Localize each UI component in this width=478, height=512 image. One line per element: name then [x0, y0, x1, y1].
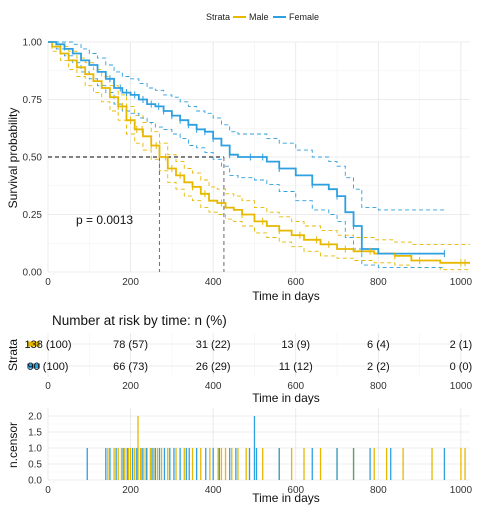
ncensor-y-tick-label: 2.0 — [28, 412, 42, 423]
risk-row-swatch-male — [27, 341, 40, 347]
risk-x-tick-label: 0 — [45, 381, 51, 392]
legend-title: Strata — [206, 12, 230, 22]
risk-cell-female: 66 (73) — [113, 361, 148, 373]
risk-cell-male: 6 (4) — [367, 339, 390, 351]
km-x-tick-label: 800 — [370, 277, 387, 288]
risk-table-title: Number at risk by time: n (%) — [52, 313, 227, 328]
km-curves — [48, 41, 470, 264]
ncensor-x-tick-label: 600 — [287, 485, 304, 496]
risk-cell-female: 26 (29) — [196, 361, 231, 373]
risk-x-tick-label: 800 — [370, 381, 387, 392]
ncensor-panel — [48, 408, 470, 480]
ncensor-x-tick-label: 400 — [205, 485, 222, 496]
risk-cell-male: 78 (57) — [113, 339, 148, 351]
ncensor-grid — [47, 408, 470, 481]
ncensor-y-tick-label: 0.0 — [28, 476, 42, 487]
ci-upper-male — [48, 41, 470, 245]
ncensor-y-tick-label: 0.5 — [28, 460, 42, 471]
km-y-tick-label: 1.00 — [23, 38, 43, 49]
km-y-tick-label: 0.50 — [23, 153, 43, 164]
ncensor-x-tick-labels: 0 200 400 600 800 1000 — [45, 485, 472, 496]
risk-x-tick-label: 1000 — [450, 381, 473, 392]
km-x-tick-label: 600 — [287, 277, 304, 288]
legend-female-label: Female — [289, 12, 319, 22]
km-x-tick-label: 0 — [45, 277, 51, 288]
ncensor-y-tick-labels: 0.0 0.5 1.0 1.5 2.0 — [28, 412, 42, 487]
km-y-tick-label: 0.00 — [23, 268, 43, 279]
ncensor-bars — [86, 416, 466, 480]
p-value-label: p = 0.0013 — [76, 213, 133, 227]
ncensor-plot: 0.0 0.5 1.0 1.5 2.0 0 200 400 600 800 1000 Time i… — [6, 408, 472, 505]
ncensor-y-tick-label: 1.5 — [28, 428, 42, 439]
risk-x-tick-label: 400 — [205, 381, 222, 392]
risk-cell-female: 2 (2) — [367, 361, 390, 373]
risk-panel — [48, 333, 470, 377]
km-x-tick-label: 400 — [205, 277, 222, 288]
risk-x-axis-label: Time in days — [252, 391, 320, 405]
km-confidence-bands — [48, 41, 470, 271]
risk-cell-male: 13 (9) — [281, 339, 310, 351]
legend-male-label: Male — [249, 12, 269, 22]
risk-cell-female: 90 (100) — [28, 361, 69, 373]
risk-cell-female: 0 (0) — [450, 361, 473, 373]
risk-grid — [47, 333, 470, 377]
survival-curve-male — [48, 41, 470, 264]
km-x-tick-labels: 0 200 400 600 800 1000 — [45, 277, 472, 288]
risk-cell-male: 2 (1) — [450, 339, 473, 351]
ci-lower-male — [48, 41, 470, 271]
ncensor-x-tick-label: 200 — [122, 485, 139, 496]
ncensor-x-axis-label: Time in days — [252, 491, 320, 505]
km-plot: 0.00 0.25 0.50 0.75 1.00 0 200 400 600 800 1000 T… — [6, 38, 472, 304]
km-median-lines — [48, 156, 225, 272]
ncensor-x-tick-label: 0 — [45, 485, 51, 496]
km-y-tick-label: 0.25 — [23, 210, 43, 221]
km-x-tick-label: 200 — [122, 277, 139, 288]
legend: Strata Male Female — [206, 12, 319, 22]
km-x-axis-label: Time in days — [252, 289, 320, 303]
ncensor-y-tick-label: 1.0 — [28, 444, 42, 455]
km-x-tick-label: 1000 — [450, 277, 473, 288]
risk-row-swatch-female — [27, 363, 40, 369]
km-y-tick-label: 0.75 — [23, 95, 43, 106]
risk-x-tick-labels: 0 200 400 600 800 1000 — [45, 381, 472, 392]
risk-rows: 138 (100) 78 (57) 31 (22) 13 (9) 6 (4) 2 (1) 9… — [24, 339, 472, 373]
ncensor-x-tick-label: 800 — [370, 485, 387, 496]
risk-table: Number at risk by time: n (%) 138 (100) 7… — [6, 313, 472, 405]
km-censor-marks — [109, 75, 466, 267]
risk-cell-female: 11 (12) — [279, 361, 313, 373]
survival-curve-female — [48, 41, 445, 255]
risk-cell-male: 31 (22) — [196, 339, 231, 351]
ncensor-x-tick-label: 1000 — [450, 485, 473, 496]
ci-lower-female — [48, 41, 445, 268]
risk-x-tick-label: 200 — [122, 381, 139, 392]
km-y-axis-label: Survival probability — [6, 108, 20, 209]
risk-y-axis-label: Strata — [6, 339, 20, 371]
ncensor-y-axis-label: n.censor — [6, 422, 20, 468]
km-y-tick-labels: 0.00 0.25 0.50 0.75 1.00 — [23, 38, 43, 279]
ci-upper-female — [48, 41, 445, 211]
risk-x-tick-label: 600 — [287, 381, 304, 392]
risk-cell-male: 138 (100) — [24, 339, 71, 351]
